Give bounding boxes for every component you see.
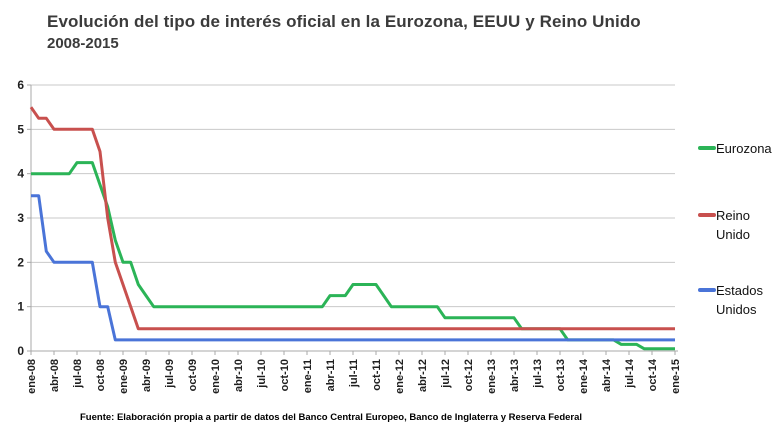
legend-swatch-eurozona <box>698 146 716 150</box>
x-tick-label: jul-14 <box>624 358 636 389</box>
legend-item-estados-unidos: Estados Unidos <box>698 281 774 319</box>
legend-label-eurozona: Eurozona <box>716 141 772 156</box>
series-line-estados-unidos <box>31 194 675 342</box>
y-tick-label: 0 <box>17 344 24 358</box>
source-note: Fuente: Elaboración propia a partir de d… <box>80 412 583 423</box>
x-tick-label: jul-12 <box>440 359 452 389</box>
legend-label-reino-unido: Reino Unido <box>716 208 750 242</box>
y-tick-label: 2 <box>17 255 24 269</box>
x-tick-label: oct-09 <box>187 359 199 391</box>
chart-subtitle: 2008-2015 <box>47 35 119 52</box>
x-tick-label: abr-13 <box>509 359 521 392</box>
x-tick-label: abr-09 <box>141 359 153 392</box>
x-tick-label: ene-12 <box>394 359 406 394</box>
x-tick-label: jul-09 <box>164 359 176 389</box>
legend-item-eurozona: Eurozona <box>698 139 774 158</box>
legend-label-estados-unidos: Estados Unidos <box>716 283 763 317</box>
series-line-eurozona <box>31 161 675 351</box>
x-tick-label: oct-12 <box>463 359 475 391</box>
x-tick-label: oct-08 <box>95 359 107 391</box>
chart-header: Evolución del tipo de interés oficial en… <box>47 12 641 52</box>
x-tick-label: abr-08 <box>49 359 61 392</box>
x-tick-label: abr-12 <box>417 359 429 392</box>
x-tick-label: abr-10 <box>233 359 245 392</box>
x-tick-label: abr-14 <box>601 358 613 392</box>
y-tick-label: 5 <box>17 122 24 136</box>
y-tick-label: 6 <box>17 78 24 92</box>
x-tick-label: abr-11 <box>325 359 337 391</box>
x-tick-label: jul-11 <box>348 359 360 388</box>
x-tick-label: oct-10 <box>279 359 291 391</box>
x-tick-label: ene-11 <box>302 359 314 393</box>
series-line-reino-unido <box>29 106 675 331</box>
y-tick-label: 3 <box>17 211 24 225</box>
grid-lines <box>31 84 675 308</box>
axis-ticks <box>27 84 676 355</box>
x-tick-label: jul-08 <box>72 359 84 389</box>
legend-swatch-estados-unidos <box>698 288 716 292</box>
series-polyline <box>31 194 675 342</box>
x-tick-label: oct-13 <box>555 359 567 391</box>
legend-item-reino-unido: Reino Unido <box>698 206 774 244</box>
x-tick-label: ene-14 <box>578 358 590 394</box>
chart-title: Evolución del tipo de interés oficial en… <box>47 12 641 31</box>
y-tick-label: 4 <box>17 167 24 181</box>
series-polyline <box>31 161 675 351</box>
x-tick-label: jul-10 <box>256 359 268 389</box>
x-tick-label: jul-13 <box>532 359 544 389</box>
legend-swatch-reino-unido <box>698 213 716 217</box>
x-tick-label: ene-08 <box>26 359 38 394</box>
x-tick-label: ene-15 <box>670 359 682 394</box>
x-tick-label: oct-14 <box>647 358 659 391</box>
x-tick-label: ene-09 <box>118 359 130 394</box>
x-tick-label: oct-11 <box>371 359 383 391</box>
x-tick-label: ene-13 <box>486 359 498 394</box>
x-tick-labels: ene-08 abr-08 jul-08 oct-08 ene-09 abr-09 jul-… <box>26 358 682 394</box>
series-polyline <box>29 106 675 331</box>
y-tick-label: 1 <box>17 300 24 314</box>
x-tick-label: ene-10 <box>210 359 222 394</box>
y-tick-labels: 0 1 2 3 4 5 6 <box>17 78 24 358</box>
